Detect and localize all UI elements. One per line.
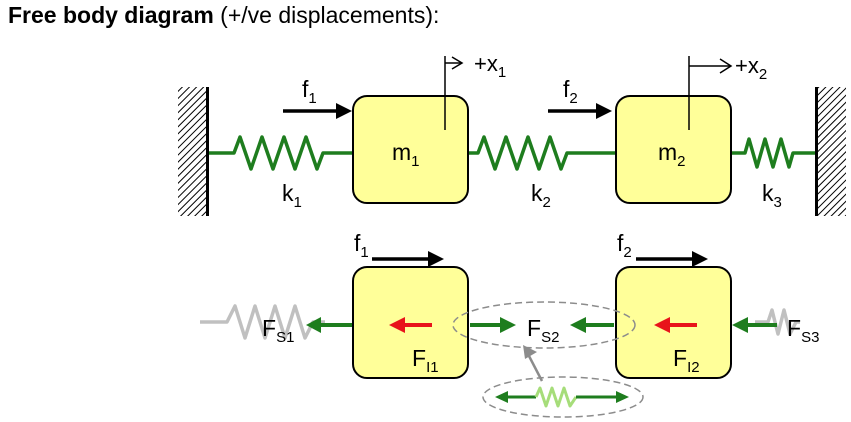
free-body-m2 [615,266,732,379]
spring-force-arrow-fs3 [732,317,777,333]
displacement-x2-label: +x2 [735,53,767,83]
force-f1-label: f1 [302,76,317,107]
inset-pointer-arrow [523,345,544,382]
spring-force-callout-ellipse [452,301,636,349]
diagram-title: Free body diagram (+/ve displacements): [8,2,439,29]
mass-m2 [615,95,732,204]
spring-force-arrow-fs2-left [470,317,516,333]
force-arrow-f2-free-body [636,251,708,267]
spring-k3-label: k3 [762,180,782,211]
spring-k1 [209,135,355,171]
displacement-x1-marker [444,56,464,130]
mass-m2-label: m2 [658,139,686,170]
inertia-force-fi1-label: FI1 [412,345,439,376]
ghost-spring-1 [200,304,325,340]
spring-force-fs3-label: FS3 [787,315,819,346]
ghost-spring-3 [755,308,800,336]
tension-spring-inset-ellipse [482,376,644,418]
inertia-arrow-fi2 [654,317,697,333]
displacement-x1-label: +x1 [474,51,506,81]
free-body-f2-label: f2 [617,230,632,261]
spring-k2 [467,135,617,171]
mass-m1-label: m1 [392,139,420,170]
force-arrow-f1 [283,103,352,119]
force-arrow-f2 [548,103,612,119]
spring-force-arrow-fs1 [306,317,352,333]
title-rest: (+/ve displacements): [213,2,440,28]
title-bold: Free body diagram [8,2,214,28]
free-body-m1 [352,266,469,379]
left-wall [178,87,209,216]
spring-k3 [730,137,815,169]
spring-k2-label: k2 [531,180,551,211]
inertia-force-fi2-label: FI2 [673,345,700,376]
inertia-arrow-fi1 [389,317,432,333]
free-body-f1-label: f1 [354,230,369,261]
spring-force-arrow-fs2-right [570,317,614,333]
spring-k1-label: k1 [282,180,302,211]
inset-tension-spring [495,386,629,408]
spring-force-fs1-label: FS1 [262,315,294,346]
force-arrow-f1-free-body [372,251,444,267]
mass-m1 [352,95,469,204]
force-f2-label: f2 [563,76,578,107]
right-wall [815,87,846,216]
displacement-x2-marker [688,56,733,130]
spring-force-fs2-label: FS2 [527,315,559,346]
